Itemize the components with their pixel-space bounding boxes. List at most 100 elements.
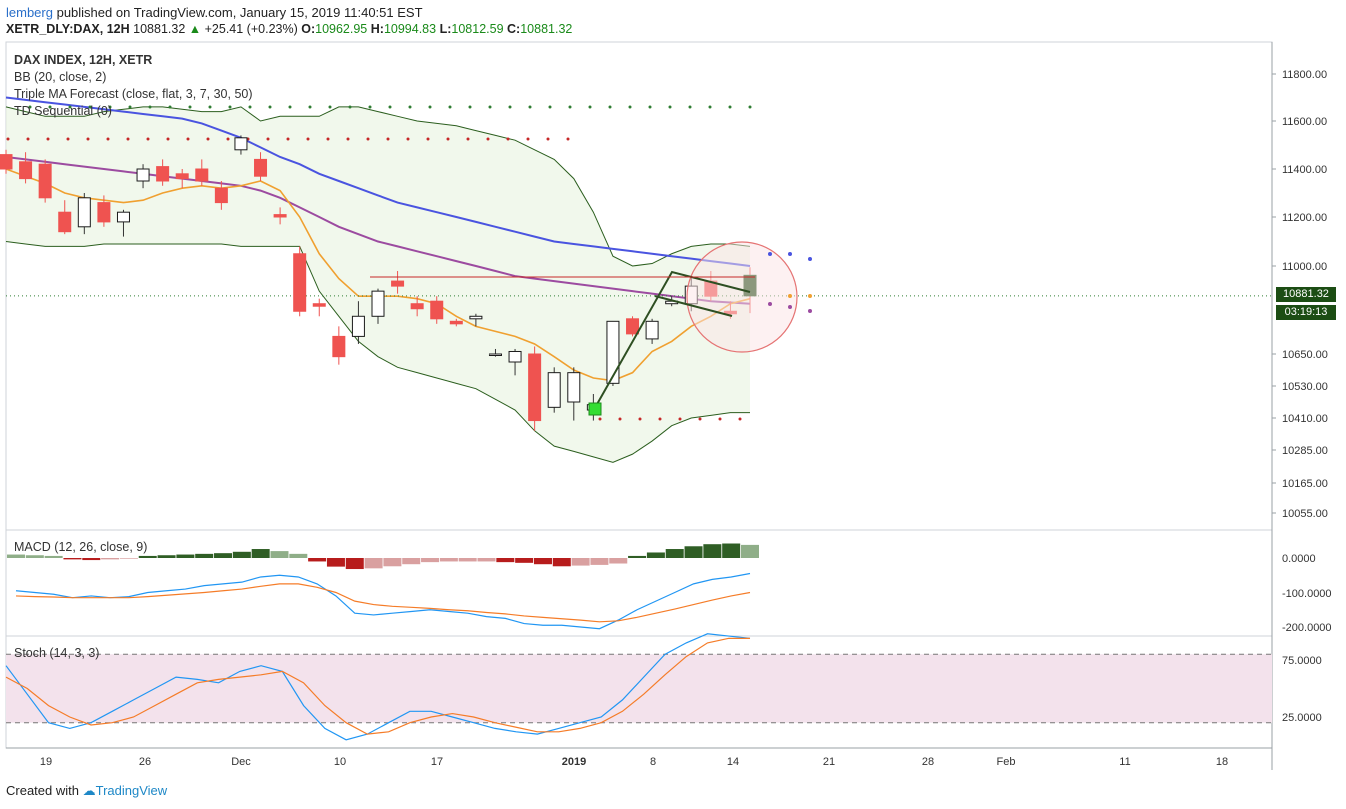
td-resistance-dot [548,105,552,109]
td-resistance-dot [508,105,512,109]
candle [97,202,111,223]
time-tick-label: 2019 [562,756,586,768]
td-support-dot [66,137,70,141]
price-tick-label: 11600.00 [1282,116,1327,128]
td-legend[interactable]: TD Sequential (0) [14,104,112,118]
td-resistance-dot [88,105,92,109]
close-value: 10881.32 [520,22,573,36]
td-resistance-dot [348,105,352,109]
candle [488,353,502,356]
td-resistance-dot [248,105,252,109]
td-resistance-dot [528,105,532,109]
publish-info: published on TradingView.com, January 15… [56,5,423,20]
td-support-dot [546,137,550,141]
macd-histogram-bar [214,553,233,558]
open-label: O: [301,22,316,36]
macd-histogram-bar [439,558,458,562]
stoch-tick-label: 75.0000 [1282,655,1322,667]
td-resistance-dot [228,105,232,109]
macd-histogram-bar [308,558,327,562]
td-resistance-dot [688,105,692,109]
macd-histogram-bar [138,555,157,558]
td-support-dot [486,137,490,141]
price-tick-label: 11200.00 [1282,212,1327,224]
pattern-line [595,270,751,407]
author-link[interactable]: lemberg [6,5,53,20]
time-tick-label: 10 [334,756,346,768]
td-support-dot [326,137,330,141]
td-resistance-dot [108,105,112,109]
stoch-tick-label: 25.0000 [1282,712,1322,724]
price-tick-label: 10650.00 [1282,349,1328,361]
macd-legend[interactable]: MACD (12, 26, close, 9) [14,540,148,554]
price-tick-label: 10285.00 [1282,445,1328,457]
candle [293,253,307,312]
macd-histogram-bar [289,553,308,558]
last-price-tag: 10881.32 [1276,287,1336,302]
td-resistance-dot [288,105,292,109]
signal-box [588,402,602,416]
pane-frame-1 [5,529,1273,637]
forecast-dot [808,257,812,261]
td-support-dot [206,137,210,141]
td-resistance-dot [148,105,152,109]
time-tick-label: 17 [431,756,443,768]
triple-ma-legend[interactable]: Triple MA Forecast (close, flat, 3, 7, 3… [14,87,253,101]
forecast-dot [788,294,792,298]
candle [410,303,424,310]
forecast-dot [788,252,792,256]
macd-histogram-bar [722,543,741,558]
td-resistance-dot [608,105,612,109]
td-support-dot [386,137,390,141]
macd-histogram-bar [741,544,759,558]
signal-line [15,583,751,623]
macd-histogram-bar [590,558,609,565]
change-value: +25.41 (+0.23%) [204,22,298,36]
td-support-dot [618,417,622,421]
created-with-label: Created with [6,783,79,798]
candle [254,158,268,177]
candle [606,320,620,384]
macd-histogram-bar [665,549,684,558]
td-resistance-dot [708,105,712,109]
td-support-dot [166,137,170,141]
price-tick-label: 11000.00 [1282,261,1327,273]
td-resistance-dot [628,105,632,109]
macd-histogram-bar [364,558,383,569]
stoch-legend[interactable]: Stoch (14, 3, 3) [14,646,100,660]
ohlc-header: XETR_DLY:DAX, 12H 10881.32 ▲ +25.41 (+0.… [6,22,572,36]
td-resistance-dot [208,105,212,109]
main-pane-title: DAX INDEX, 12H, XETR [14,53,153,67]
td-support-dot [406,137,410,141]
td-support-dot [678,417,682,421]
time-tick-label: 28 [922,756,934,768]
macd-histogram-bar [609,558,628,564]
time-tick-label: 18 [1216,756,1228,768]
bb-band-fill [6,106,750,463]
td-resistance-dot [128,105,132,109]
td-resistance-dot [408,105,412,109]
td-resistance-dot [188,105,192,109]
forecast-dot [788,305,792,309]
price-tick-label: 11400.00 [1282,164,1327,176]
tradingview-logo-icon: ☁ [82,783,96,798]
forecast-dot [808,294,812,298]
td-support-dot [86,137,90,141]
td-support-dot [506,137,510,141]
macd-histogram-bar [552,558,571,567]
time-tick-label: Dec [231,756,251,768]
time-tick-label: 19 [40,756,52,768]
macd-histogram-bar [571,558,590,566]
td-resistance-dot [748,105,752,109]
tradingview-brand[interactable]: TradingView [95,783,168,798]
td-support-dot [366,137,370,141]
td-support-dot [306,137,310,141]
bar-countdown-tag: 03:19:13 [1276,305,1336,320]
pattern-line [654,295,733,317]
candle [19,161,33,180]
bb-legend[interactable]: BB (20, close, 2) [14,70,107,84]
td-resistance-dot [448,105,452,109]
candle [430,300,444,320]
candle [645,320,659,340]
